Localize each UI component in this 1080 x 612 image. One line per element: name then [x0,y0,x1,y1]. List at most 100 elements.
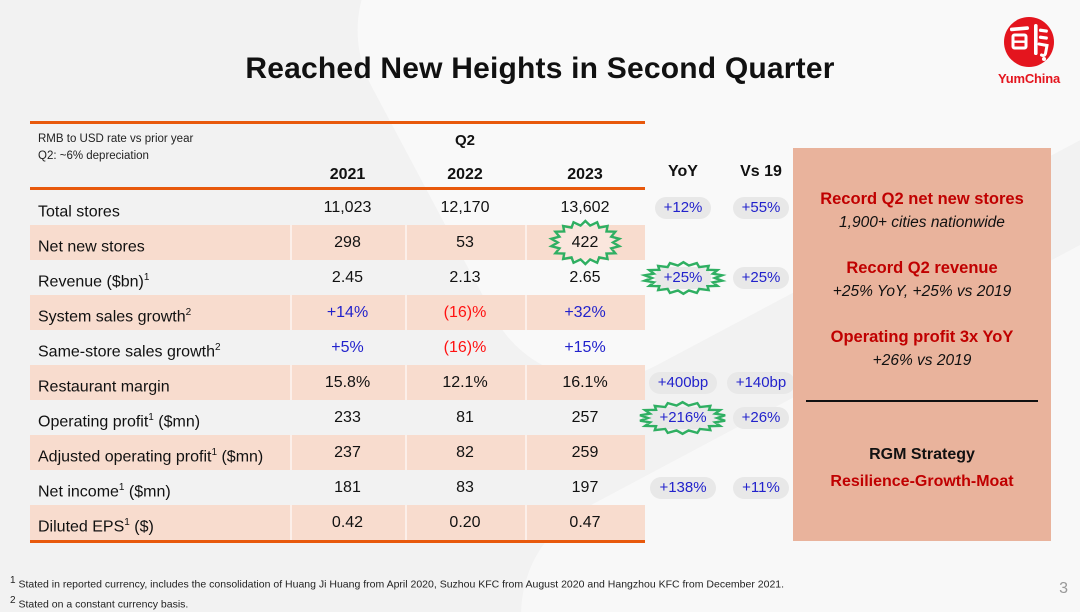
starburst-highlight: +25% [655,267,712,289]
value-2023: 0.47 [525,505,645,540]
yumchina-logo: YumChina [994,16,1064,86]
row-label: Operating profit1 ($mn) [38,412,201,431]
divider [806,400,1038,402]
table-row-system-sales-growth: System sales growth2 +14% (16)% +32% [30,295,820,330]
highlight-title: Record Q2 revenue [846,259,998,277]
yoy-value: +138% [647,470,719,505]
highlights-panel: Record Q2 net new stores 1,900+ cities n… [793,148,1051,541]
row-label: Net income1 ($mn) [38,482,171,501]
value-2023: 197 [571,479,599,496]
column-header-vs19: Vs 19 [740,163,782,180]
table-row-total-stores: Total stores 11,023 12,170 13,602 +12% +… [30,190,820,225]
value-2023: 422 [525,225,645,260]
table-body: Total stores 11,023 12,170 13,602 +12% +… [30,190,796,543]
quarter-group-header: Q2 [454,132,475,149]
row-label: Net new stores [38,238,145,256]
value-2022: 83 [456,479,474,496]
value-2023: +15% [564,339,606,356]
yoy-badge: +12% [654,197,712,220]
highlight-subtitle: 1,900+ cities nationwide [839,214,1005,231]
value-2021: 15.8% [290,365,405,400]
row-label: Adjusted operating profit1 ($mn) [38,447,264,466]
vs19-badge: +26% [732,407,790,430]
row-label: Diluted EPS1 ($) [38,517,154,536]
highlight-revenue: Record Q2 revenue +25% YoY, +25% vs 2019 [793,259,1051,301]
column-header-2022: 2022 [447,166,483,183]
vs19-badge: +55% [732,197,790,220]
yoy-badge: +400bp [648,372,718,395]
starburst-highlight: 422 [562,225,609,260]
value-2021: +14% [290,295,405,330]
yoy-value: +25% [647,260,719,295]
value-2022: 12.1% [405,365,525,400]
footnote-2: 2 Stated on a constant currency basis. [10,595,189,611]
highlight-subtitle: +26% vs 2019 [872,352,972,369]
row-label: Same-store sales growth2 [38,342,221,361]
highlight-title: Operating profit 3x YoY [830,328,1014,346]
currency-note-line2: Q2: ~6% depreciation [38,150,149,163]
highlight-title: Record Q2 net new stores [820,190,1024,208]
currency-note-line1: RMB to USD rate vs prior year [38,133,194,145]
value-2023: 16.1% [525,365,645,400]
yoy-badge: +138% [650,477,716,500]
highlight-operating-profit: Operating profit 3x YoY +26% vs 2019 [793,328,1051,370]
vs19-value: +55% [725,190,797,225]
table-header: RMB to USD rate vs prior year Q2: ~6% de… [30,121,645,190]
value-2022: 81 [456,409,474,426]
logo-seal-icon [1004,17,1054,67]
page-number: 3 [1059,580,1068,597]
vs19-value: +26% [725,400,797,435]
logo-brand-text: YumChina [998,71,1060,86]
highlight-subtitle: +25% YoY, +25% vs 2019 [832,283,1012,300]
starburst-highlight: +216% [650,407,715,429]
value-2022: 12,170 [440,199,490,216]
table-row-adjusted-operating-profit: Adjusted operating profit1 ($mn) 237 82 … [30,435,820,470]
currency-note: RMB to USD rate vs prior year Q2: ~6% de… [38,131,193,166]
value-2022: 2.13 [449,269,481,286]
value-2023: 257 [571,409,599,426]
vs19-badge: +25% [732,267,790,290]
value-2023: +32% [525,295,645,330]
value-2022: 53 [405,225,525,260]
value-2021: 0.42 [290,505,405,540]
table-row-diluted-eps: Diluted EPS1 ($) 0.42 0.20 0.47 [30,505,820,540]
strategy-title: RGM Strategy [869,446,975,463]
highlight-net-new-stores: Record Q2 net new stores 1,900+ cities n… [793,190,1051,232]
yoy-value: +12% [647,190,719,225]
yoy-value: +400bp [647,365,719,400]
results-table: RMB to USD rate vs prior year Q2: ~6% de… [30,121,796,543]
column-header-yoy: YoY [668,163,698,180]
value-2021: 298 [290,225,405,260]
strategy-subtitle: Resilience-Growth-Moat [830,473,1014,490]
value-2023: 13,602 [560,199,610,216]
table-row-revenue: Revenue ($bn)1 2.45 2.13 2.65 +25% +25% [30,260,820,295]
table-row-operating-profit: Operating profit1 ($mn) 233 81 257 +216%… [30,400,820,435]
value-2023: 259 [525,435,645,470]
column-header-2023: 2023 [567,166,603,183]
footnotes: 1 Stated in reported currency, includes … [10,573,784,612]
table-row-net-new-stores: Net new stores 298 53 422 [30,225,820,260]
value-2022: (16)% [405,295,525,330]
vs19-value: +140bp [725,365,797,400]
value-2023: 2.65 [569,269,601,286]
vs19-badge: +11% [733,477,789,500]
vs19-badge: +140bp [726,372,796,395]
value-2021: 181 [334,479,361,496]
table-row-net-income: Net income1 ($mn) 181 83 197 +138% +11% [30,470,820,505]
footnote-1: 1 Stated in reported currency, includes … [10,575,785,591]
value-2021: 237 [290,435,405,470]
row-label: System sales growth2 [38,307,192,326]
vs19-value: +11% [725,470,797,505]
value-2021: 2.45 [331,269,364,286]
vs19-value: +25% [725,260,797,295]
row-label: Revenue ($bn)1 [38,272,150,291]
value-2022: 82 [405,435,525,470]
value-2022: (16)% [443,339,487,356]
value-2021: 233 [334,409,361,426]
row-label: Restaurant margin [38,378,170,396]
yoy-value: +216% [647,400,719,435]
table-row-same-store-sales-growth: Same-store sales growth2 +5% (16)% +15% [30,330,820,365]
table-row-restaurant-margin: Restaurant margin 15.8% 12.1% 16.1% +400… [30,365,820,400]
value-2021: 11,023 [323,199,372,216]
